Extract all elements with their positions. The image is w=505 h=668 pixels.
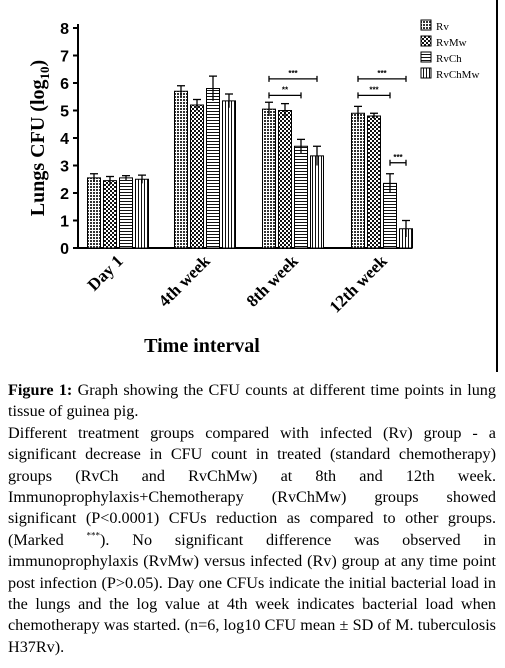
- right-border-line: [496, 0, 498, 372]
- legend: Rv RvMw RvCh RvChMw: [420, 19, 479, 81]
- significance-label: ***: [393, 153, 403, 162]
- y-axis-title: Lungs CFU (log10): [27, 60, 52, 216]
- y-tick-label: 4: [60, 131, 69, 148]
- caption-body: Different treatment groups compared with…: [8, 423, 496, 658]
- bar-RvChMw: [135, 178, 149, 249]
- y-tick-label: 3: [60, 159, 69, 176]
- bar-RvMw: [190, 104, 204, 249]
- x-tick-label: 8th week: [243, 251, 303, 311]
- bar-RvChMw: [222, 100, 236, 249]
- legend-label-Rv: Rv: [436, 21, 449, 33]
- bar-RvCh: [294, 145, 308, 249]
- legend-swatch-Rv: [420, 19, 432, 31]
- significance-label: ***: [288, 69, 298, 78]
- x-tick-label: 12th week: [326, 251, 392, 317]
- caption-body-part2: ). No significant difference was observe…: [8, 530, 496, 656]
- y-axis-title-close: ): [27, 60, 49, 67]
- caption-title-line: Figure 1: Graph showing the CFU counts a…: [8, 380, 496, 423]
- caption-superscript: ***: [86, 530, 101, 541]
- bar-Rv: [262, 108, 276, 249]
- y-tick-label: 6: [60, 76, 69, 93]
- legend-label-RvMw: RvMw: [436, 37, 467, 49]
- bar-RvCh: [383, 182, 397, 249]
- significance-annotations: **************: [268, 69, 407, 166]
- y-tick-label: 8: [60, 21, 69, 38]
- figure-label: Figure 1:: [8, 381, 73, 399]
- bar-Rv: [174, 90, 188, 249]
- bar-RvMw: [367, 115, 381, 249]
- significance-label: ***: [369, 85, 379, 94]
- y-tick-label: 1: [60, 214, 69, 231]
- x-tick-label: Day 1: [84, 251, 127, 294]
- x-tick-label: 4th week: [155, 251, 215, 311]
- legend-label-RvCh: RvCh: [436, 53, 462, 65]
- figure-caption: Figure 1: Graph showing the CFU counts a…: [8, 380, 496, 658]
- bar-RvCh: [206, 88, 220, 249]
- axes: 0 1 2 3 4 5 6 7 8: [60, 21, 412, 258]
- x-axis-title: Time interval: [144, 335, 260, 357]
- caption-title: Graph showing the CFU counts at differen…: [8, 381, 496, 421]
- y-tick-label: 2: [60, 186, 69, 203]
- bar-RvMw: [278, 110, 292, 249]
- significance-label: ***: [377, 69, 387, 78]
- y-tick-label: 0: [60, 241, 69, 258]
- caption-body-part1: Different treatment groups compared with…: [8, 423, 496, 549]
- bar-Rv: [87, 177, 101, 249]
- legend-swatch-RvMw: [420, 35, 432, 47]
- legend-swatch-RvCh: [420, 51, 432, 63]
- legend-swatch-RvChMw: [420, 67, 432, 79]
- y-axis-title-main: Lungs CFU (log: [27, 79, 49, 216]
- bar-RvMw: [103, 180, 117, 249]
- bar-Rv: [351, 112, 365, 249]
- significance-label: **: [282, 85, 289, 94]
- bar-RvChMw: [310, 155, 324, 249]
- y-tick-label: 5: [60, 104, 69, 121]
- bars: [87, 75, 413, 249]
- legend-label-RvChMw: RvChMw: [436, 69, 479, 81]
- y-tick-label: 7: [60, 49, 69, 66]
- y-axis-title-subscript: 10: [37, 66, 52, 79]
- bar-RvCh: [119, 177, 133, 249]
